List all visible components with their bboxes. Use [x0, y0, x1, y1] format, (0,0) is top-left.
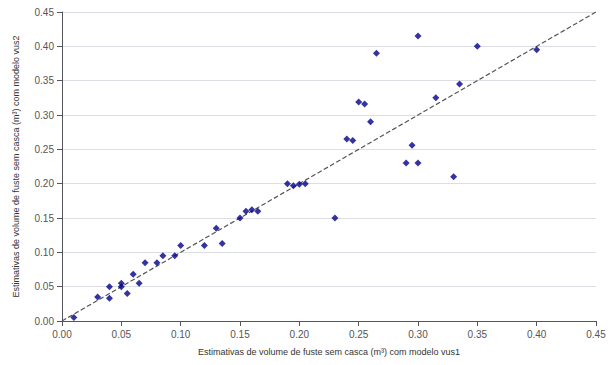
svg-text:0.05: 0.05: [35, 281, 55, 292]
svg-text:0.15: 0.15: [230, 329, 250, 340]
svg-text:0.40: 0.40: [527, 329, 547, 340]
svg-text:0.00: 0.00: [52, 329, 72, 340]
svg-text:0.05: 0.05: [112, 329, 132, 340]
svg-text:0.30: 0.30: [35, 110, 55, 121]
svg-text:0.20: 0.20: [290, 329, 310, 340]
svg-text:0.45: 0.45: [35, 7, 55, 18]
svg-text:0.15: 0.15: [35, 213, 55, 224]
svg-text:0.30: 0.30: [408, 329, 428, 340]
svg-text:0.10: 0.10: [35, 247, 55, 258]
svg-text:0.25: 0.25: [35, 144, 55, 155]
svg-text:0.20: 0.20: [35, 178, 55, 189]
svg-text:Estimativas de volume de fuste: Estimativas de volume de fuste sem casca…: [11, 35, 21, 297]
svg-text:0.35: 0.35: [35, 75, 55, 86]
svg-text:0.10: 0.10: [171, 329, 191, 340]
svg-text:0.00: 0.00: [35, 316, 55, 327]
svg-text:Estimativas de volume de fuste: Estimativas de volume de fuste sem casca…: [198, 347, 460, 357]
svg-text:0.45: 0.45: [586, 329, 606, 340]
svg-text:0.35: 0.35: [468, 329, 488, 340]
svg-text:0.40: 0.40: [35, 41, 55, 52]
svg-text:0.25: 0.25: [349, 329, 369, 340]
